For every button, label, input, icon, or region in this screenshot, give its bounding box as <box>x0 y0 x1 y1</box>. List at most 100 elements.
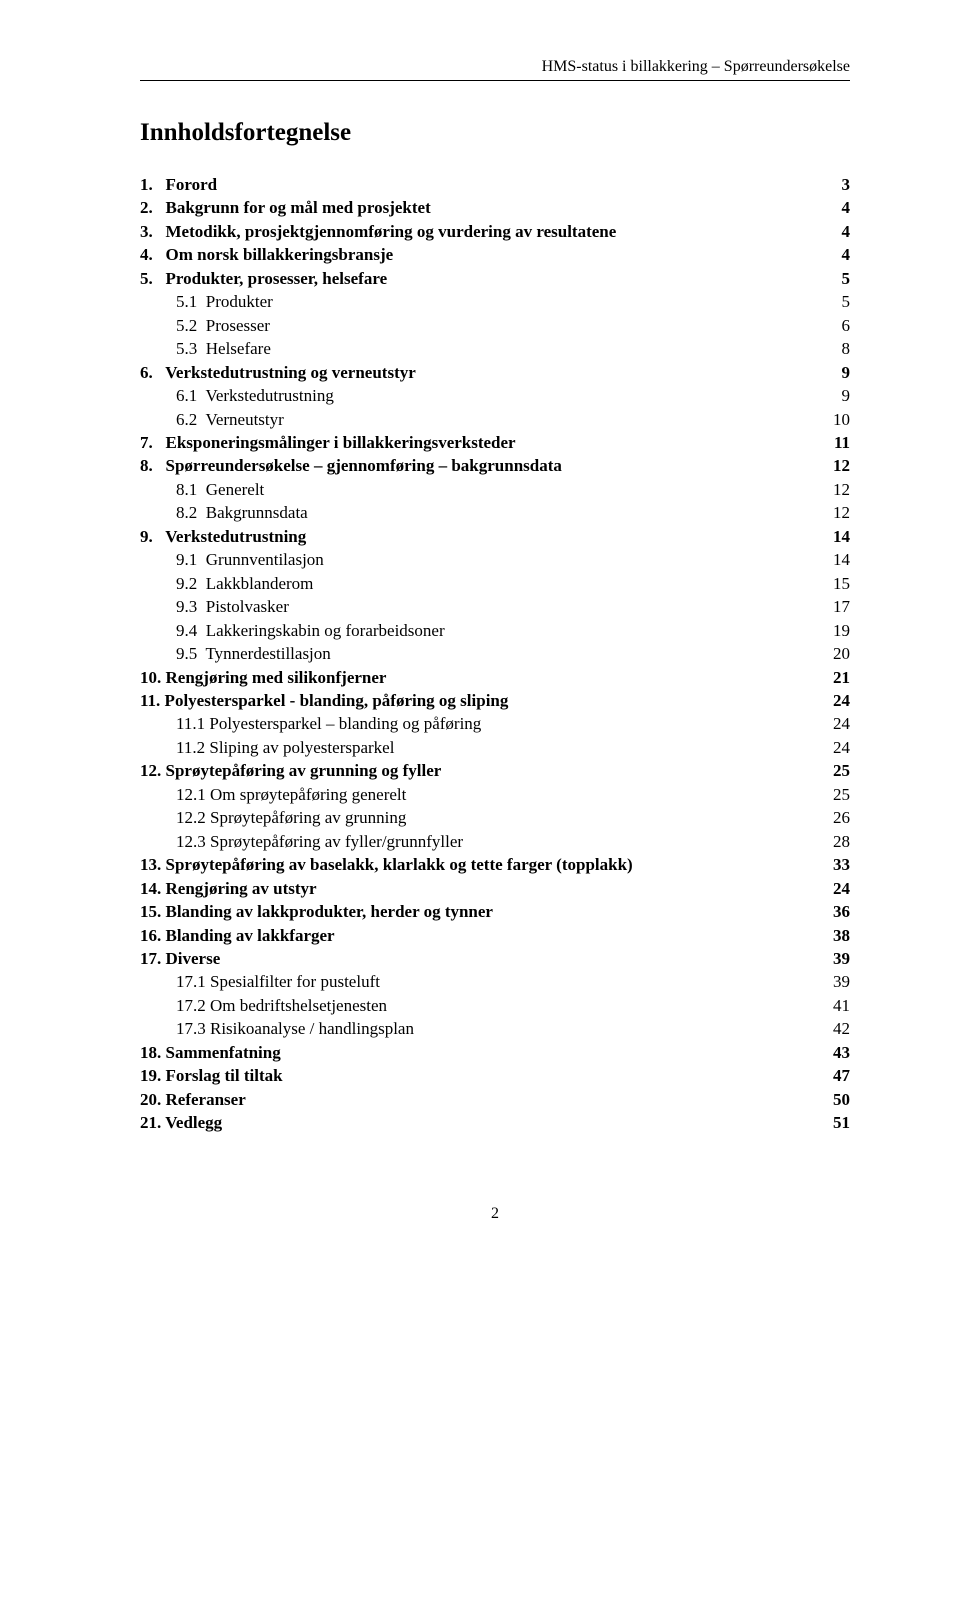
toc-label: 13. Sprøytepåføring av baselakk, klarlak… <box>140 853 810 876</box>
toc-row: 6.2 Verneutstyr10 <box>140 408 850 431</box>
toc-label: 9.1 Grunnventilasjon <box>140 548 810 571</box>
toc-page-number: 9 <box>810 361 850 384</box>
toc-row: 13. Sprøytepåføring av baselakk, klarlak… <box>140 853 850 876</box>
toc-label: 21. Vedlegg <box>140 1111 810 1134</box>
toc-page-number: 39 <box>810 970 850 993</box>
toc-label: 11. Polyestersparkel - blanding, påførin… <box>140 689 810 712</box>
toc-page-number: 14 <box>810 548 850 571</box>
toc-label: 12.3 Sprøytepåføring av fyller/grunnfyll… <box>140 830 810 853</box>
page-number: 2 <box>140 1205 850 1223</box>
toc-page-number: 42 <box>810 1017 850 1040</box>
toc-label: 15. Blanding av lakkprodukter, herder og… <box>140 900 810 923</box>
toc-row: 5.1 Produkter5 <box>140 290 850 313</box>
toc-row: 6.1 Verkstedutrustning9 <box>140 384 850 407</box>
toc-page-number: 21 <box>810 666 850 689</box>
toc-row: 8. Spørreundersøkelse – gjennomføring – … <box>140 454 850 477</box>
toc-label: 1. Forord <box>140 173 810 196</box>
toc-page-number: 4 <box>810 220 850 243</box>
toc-label: 18. Sammenfatning <box>140 1041 810 1064</box>
toc-row: 12. Sprøytepåføring av grunning og fylle… <box>140 759 850 782</box>
toc-row: 9.1 Grunnventilasjon14 <box>140 548 850 571</box>
toc-row: 17.1 Spesialfilter for pusteluft39 <box>140 970 850 993</box>
toc-row: 11. Polyestersparkel - blanding, påførin… <box>140 689 850 712</box>
toc-page-number: 43 <box>810 1041 850 1064</box>
toc-row: 11.1 Polyestersparkel – blanding og påfø… <box>140 712 850 735</box>
toc-page-number: 5 <box>810 290 850 313</box>
toc-label: 11.2 Sliping av polyestersparkel <box>140 736 810 759</box>
toc-row: 8.2 Bakgrunnsdata12 <box>140 501 850 524</box>
toc-row: 15. Blanding av lakkprodukter, herder og… <box>140 900 850 923</box>
toc-page-number: 24 <box>810 712 850 735</box>
toc-row: 9.4 Lakkeringskabin og forarbeidsoner19 <box>140 619 850 642</box>
toc-label: 6.1 Verkstedutrustning <box>140 384 810 407</box>
toc-label: 2. Bakgrunn for og mål med prosjektet <box>140 196 810 219</box>
toc-row: 10. Rengjøring med silikonfjerner21 <box>140 666 850 689</box>
toc-row: 9. Verkstedutrustning14 <box>140 525 850 548</box>
toc-page-number: 51 <box>810 1111 850 1134</box>
document-page: HMS-status i billakkering – Spørreunders… <box>0 0 960 1263</box>
toc-page-number: 38 <box>810 924 850 947</box>
toc-label: 9. Verkstedutrustning <box>140 525 810 548</box>
toc-page-number: 15 <box>810 572 850 595</box>
toc-page-number: 24 <box>810 877 850 900</box>
toc-row: 14. Rengjøring av utstyr24 <box>140 877 850 900</box>
toc-page-number: 24 <box>810 736 850 759</box>
toc-row: 9.2 Lakkblanderom15 <box>140 572 850 595</box>
toc-label: 20. Referanser <box>140 1088 810 1111</box>
toc-page-number: 14 <box>810 525 850 548</box>
toc-page-number: 12 <box>810 478 850 501</box>
toc-row: 12.2 Sprøytepåføring av grunning26 <box>140 806 850 829</box>
toc-row: 1. Forord3 <box>140 173 850 196</box>
toc-page-number: 4 <box>810 196 850 219</box>
toc-row: 9.3 Pistolvasker17 <box>140 595 850 618</box>
page-header: HMS-status i billakkering – Spørreunders… <box>140 58 850 76</box>
toc-label: 5. Produkter, prosesser, helsefare <box>140 267 810 290</box>
toc-row: 6. Verkstedutrustning og verneutstyr9 <box>140 361 850 384</box>
toc-label: 17.3 Risikoanalyse / handlingsplan <box>140 1017 810 1040</box>
header-divider <box>140 80 850 81</box>
toc-label: 17.1 Spesialfilter for pusteluft <box>140 970 810 993</box>
toc-label: 12.2 Sprøytepåføring av grunning <box>140 806 810 829</box>
toc-label: 4. Om norsk billakkeringsbransje <box>140 243 810 266</box>
toc-page-number: 6 <box>810 314 850 337</box>
toc-label: 19. Forslag til tiltak <box>140 1064 810 1087</box>
toc-label: 3. Metodikk, prosjektgjennomføring og vu… <box>140 220 810 243</box>
toc-page-number: 20 <box>810 642 850 665</box>
page-title: Innholdsfortegnelse <box>140 119 850 147</box>
toc-page-number: 4 <box>810 243 850 266</box>
toc-page-number: 11 <box>810 431 850 454</box>
toc-label: 12.1 Om sprøytepåføring generelt <box>140 783 810 806</box>
toc-row: 17.2 Om bedriftshelsetjenesten41 <box>140 994 850 1017</box>
toc-page-number: 9 <box>810 384 850 407</box>
toc-label: 17.2 Om bedriftshelsetjenesten <box>140 994 810 1017</box>
toc-label: 16. Blanding av lakkfarger <box>140 924 810 947</box>
toc-row: 12.3 Sprøytepåføring av fyller/grunnfyll… <box>140 830 850 853</box>
toc-row: 5. Produkter, prosesser, helsefare5 <box>140 267 850 290</box>
toc-label: 6. Verkstedutrustning og verneutstyr <box>140 361 810 384</box>
toc-row: 16. Blanding av lakkfarger38 <box>140 924 850 947</box>
toc-label: 8.2 Bakgrunnsdata <box>140 501 810 524</box>
toc-label: 6.2 Verneutstyr <box>140 408 810 431</box>
toc-row: 17.3 Risikoanalyse / handlingsplan42 <box>140 1017 850 1040</box>
toc-label: 11.1 Polyestersparkel – blanding og påfø… <box>140 712 810 735</box>
toc-label: 12. Sprøytepåføring av grunning og fylle… <box>140 759 810 782</box>
toc-label: 14. Rengjøring av utstyr <box>140 877 810 900</box>
toc-row: 3. Metodikk, prosjektgjennomføring og vu… <box>140 220 850 243</box>
toc-label: 8.1 Generelt <box>140 478 810 501</box>
toc-row: 11.2 Sliping av polyestersparkel24 <box>140 736 850 759</box>
toc-page-number: 12 <box>810 501 850 524</box>
toc-page-number: 25 <box>810 783 850 806</box>
table-of-contents: 1. Forord32. Bakgrunn for og mål med pro… <box>140 173 850 1135</box>
toc-page-number: 19 <box>810 619 850 642</box>
toc-label: 7. Eksponeringsmålinger i billakkeringsv… <box>140 431 810 454</box>
toc-page-number: 10 <box>810 408 850 431</box>
toc-page-number: 41 <box>810 994 850 1017</box>
toc-page-number: 3 <box>810 173 850 196</box>
toc-page-number: 17 <box>810 595 850 618</box>
toc-label: 17. Diverse <box>140 947 810 970</box>
toc-row: 12.1 Om sprøytepåføring generelt25 <box>140 783 850 806</box>
toc-row: 2. Bakgrunn for og mål med prosjektet4 <box>140 196 850 219</box>
toc-page-number: 5 <box>810 267 850 290</box>
toc-label: 5.1 Produkter <box>140 290 810 313</box>
toc-row: 5.3 Helsefare8 <box>140 337 850 360</box>
